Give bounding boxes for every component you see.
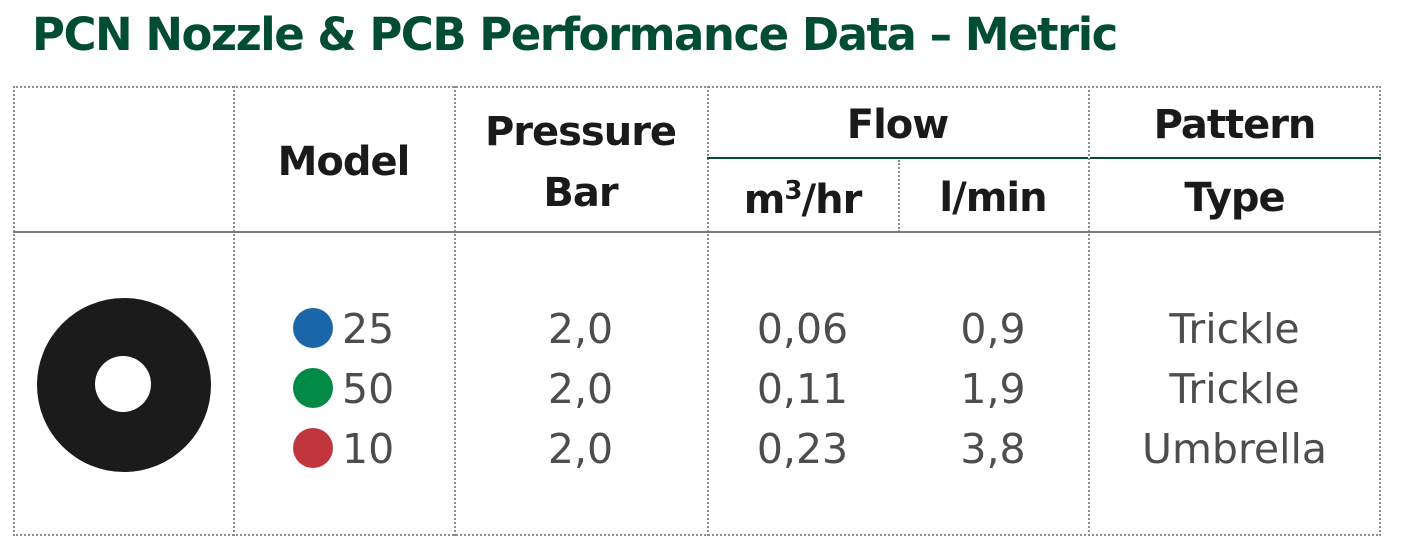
pattern-cell: Trickle <box>1169 305 1300 353</box>
pattern-cell: Trickle <box>1169 365 1300 413</box>
flow-lmin-cell: 0,9 <box>960 305 1026 353</box>
header-pressure: Pressure <box>484 109 677 155</box>
model-color-dot <box>293 428 333 468</box>
flow-underline <box>707 157 1088 159</box>
column-divider <box>707 86 709 536</box>
flow-m3hr-cell: 0,06 <box>756 305 849 353</box>
header-flow-m3hr: m3/hr <box>743 176 863 223</box>
column-divider <box>233 86 235 536</box>
model-cell: 50 <box>342 365 395 413</box>
column-divider <box>454 86 456 536</box>
header-pattern-type: Type <box>1184 175 1285 221</box>
ring-nozzle-icon <box>37 298 211 472</box>
pressure-cell: 2,0 <box>547 305 614 353</box>
pressure-cell: 2,0 <box>547 365 614 413</box>
header-pattern: Pattern <box>1153 102 1317 148</box>
pressure-cell: 2,0 <box>547 425 614 473</box>
column-divider <box>898 160 900 232</box>
column-divider <box>1088 86 1090 536</box>
pattern-underline <box>1090 157 1381 159</box>
model-cell: 10 <box>342 425 395 473</box>
header-pressure-unit: Bar <box>543 170 618 216</box>
header-model: Model <box>277 139 411 185</box>
flow-lmin-cell: 3,8 <box>960 425 1026 473</box>
flow-m3hr-cell: 0,11 <box>756 365 849 413</box>
model-color-dot <box>293 368 333 408</box>
model-color-dot <box>293 308 333 348</box>
header-flow-lmin: l/min <box>939 175 1047 221</box>
model-cell: 25 <box>342 305 395 353</box>
flow-m3hr-cell: 0,23 <box>756 425 849 473</box>
flow-lmin-cell: 1,9 <box>960 365 1026 413</box>
header-separator <box>13 231 1381 233</box>
table-frame <box>13 86 1381 536</box>
nozzle-orifice <box>95 356 151 412</box>
pattern-cell: Umbrella <box>1141 425 1328 473</box>
header-flow: Flow <box>846 102 949 148</box>
page-title: PCN Nozzle & PCB Performance Data – Metr… <box>32 8 1118 61</box>
